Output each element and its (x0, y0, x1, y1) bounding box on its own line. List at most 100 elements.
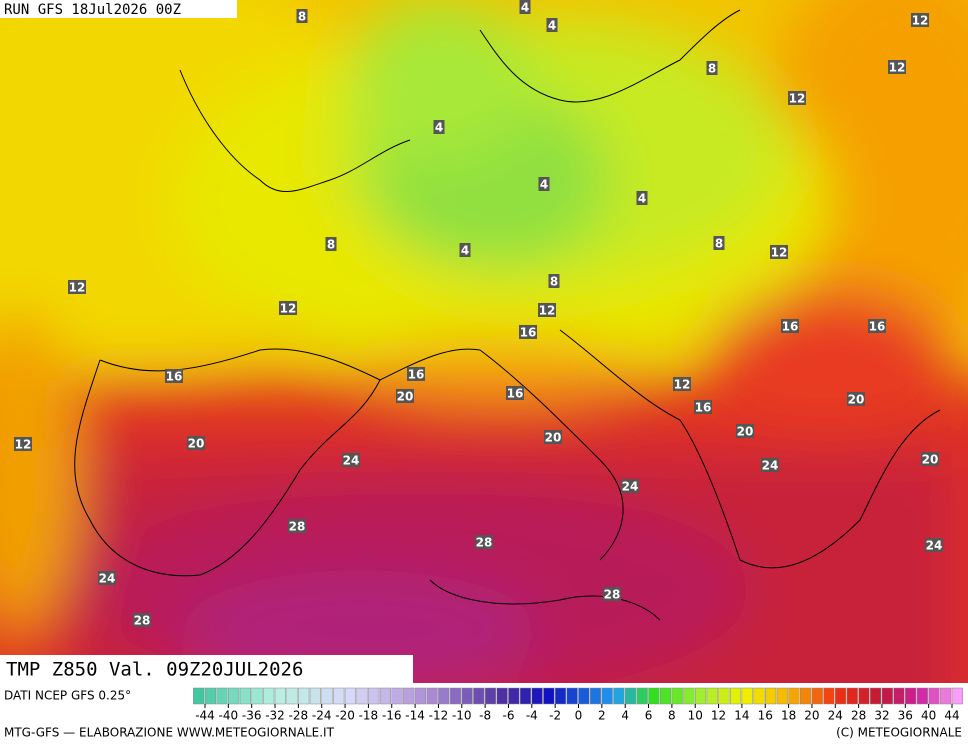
colorbar-swatch (204, 687, 216, 705)
colorbar-swatch (835, 687, 847, 705)
colorbar-swatch (893, 687, 905, 705)
contour-label-box (459, 243, 471, 257)
colorbar-swatch (694, 687, 707, 705)
contour-label-box (921, 452, 939, 466)
contour-label: 28 (604, 588, 621, 602)
colorbar-swatch (216, 687, 228, 705)
colorbar-swatch (811, 687, 823, 705)
colorbar-tick-label: -32 (265, 709, 285, 723)
colorbar-swatch (671, 687, 683, 705)
run-label: RUN GFS 18Jul2026 00Z (4, 2, 181, 18)
colorbar-swatch (928, 687, 940, 705)
contour-label: 4 (521, 1, 529, 15)
contour-label: 12 (15, 438, 32, 452)
contour-label-box (98, 571, 116, 585)
map-title: TMP Z850 Val. 09Z20JUL2026 (6, 659, 303, 681)
contour-label: 8 (327, 238, 335, 252)
contour-label: 20 (848, 393, 865, 407)
contour-label: 28 (134, 614, 151, 628)
colorbar-swatch (519, 687, 532, 705)
contour-label-box (544, 430, 562, 444)
colorbar-swatch (228, 687, 240, 705)
contour-label-box (788, 91, 806, 105)
colorbar-swatch (414, 687, 427, 705)
contour-label: 28 (476, 536, 493, 550)
contour-label-box (706, 61, 718, 75)
contour-label-box (68, 280, 86, 294)
colorbar-tick-label: 10 (688, 709, 703, 723)
colorbar-swatch (858, 687, 870, 705)
contour-label: 24 (926, 539, 943, 553)
colorbar-tick-label: 36 (898, 709, 913, 723)
contour-label-box (868, 319, 886, 333)
contour-label: 4 (461, 244, 469, 258)
title-box (0, 655, 413, 683)
colorbar-tick-label: -12 (429, 709, 449, 723)
contour-label-box (165, 369, 183, 383)
contour-label-box (925, 538, 943, 552)
colorbar-tick-label: -18 (359, 709, 379, 723)
contour-label: 4 (548, 19, 556, 33)
colorbar-tick-label: 14 (734, 709, 749, 723)
colorbar-tick-label: -36 (242, 709, 262, 723)
contour-label-box (713, 236, 725, 250)
contour-label: 28 (289, 520, 306, 534)
coastlines (74, 9, 941, 621)
contour-label-box (673, 377, 691, 391)
colorbar-tick-label: 8 (668, 709, 676, 723)
contour-label: 20 (922, 453, 939, 467)
colorbar-swatch (344, 687, 356, 705)
data-source: DATI NCEP GFS 0.25° (4, 689, 131, 703)
contour-label: 20 (737, 425, 754, 439)
contour-label: 12 (771, 246, 788, 260)
copyright: (C) METEOGIORNALE (836, 726, 962, 740)
colorbar-swatch (251, 687, 263, 705)
colorbar-swatch (659, 687, 672, 705)
colorbar-swatch (613, 687, 625, 705)
colorbar-tick-label: -24 (312, 709, 332, 723)
contour-label-box (187, 436, 205, 450)
colorbar-swatch (298, 687, 310, 705)
contour-label-box (342, 453, 360, 467)
colorbar-tick-label: 24 (828, 709, 843, 723)
contour-label-box (475, 535, 493, 549)
colorbar-swatch (578, 687, 590, 705)
contour-label: 24 (622, 480, 639, 494)
colorbar-swatch (193, 687, 205, 705)
colorbar-swatch (379, 687, 391, 705)
colorbar-tick-label: 4 (621, 709, 629, 723)
colorbar-tick-label: -44 (195, 709, 215, 723)
contour-label: 12 (912, 14, 929, 28)
contour-label: 8 (298, 10, 306, 24)
contour-label-box (279, 301, 297, 315)
colorbar-swatch (706, 687, 718, 705)
colorbar-tick-label: 12 (711, 709, 726, 723)
contour-label-box (538, 177, 550, 191)
colorbar-tick-label: -28 (289, 709, 309, 723)
contour-label-box (433, 120, 445, 134)
contour-label: 8 (550, 275, 558, 289)
contour-label-box (519, 0, 531, 14)
colorbar-swatch (333, 687, 345, 705)
contour-label: 24 (762, 459, 779, 473)
run-box (0, 0, 237, 18)
colorbar-tick-label: -14 (405, 709, 425, 723)
colorbar-tick-label: -10 (452, 709, 472, 723)
colorbar-tick-label: -8 (479, 709, 491, 723)
contour-label-box (847, 392, 865, 406)
contour-label: 16 (408, 368, 425, 382)
contour-label: 12 (674, 378, 691, 392)
colorbar-tick-label: 28 (851, 709, 866, 723)
colorbar-swatch (753, 687, 765, 705)
colorbar-swatch (916, 687, 928, 705)
colorbar-swatch (426, 687, 438, 705)
contour-label-box (288, 519, 306, 533)
colorbar-swatch (391, 687, 403, 705)
colorbar-swatch (624, 687, 637, 705)
contour-label-box (538, 303, 556, 317)
colorbar-tick-label: -4 (526, 709, 538, 723)
colorbar-tick-label: 18 (781, 709, 796, 723)
colorbar-swatch (309, 687, 321, 705)
colorbar-swatch (846, 687, 858, 705)
